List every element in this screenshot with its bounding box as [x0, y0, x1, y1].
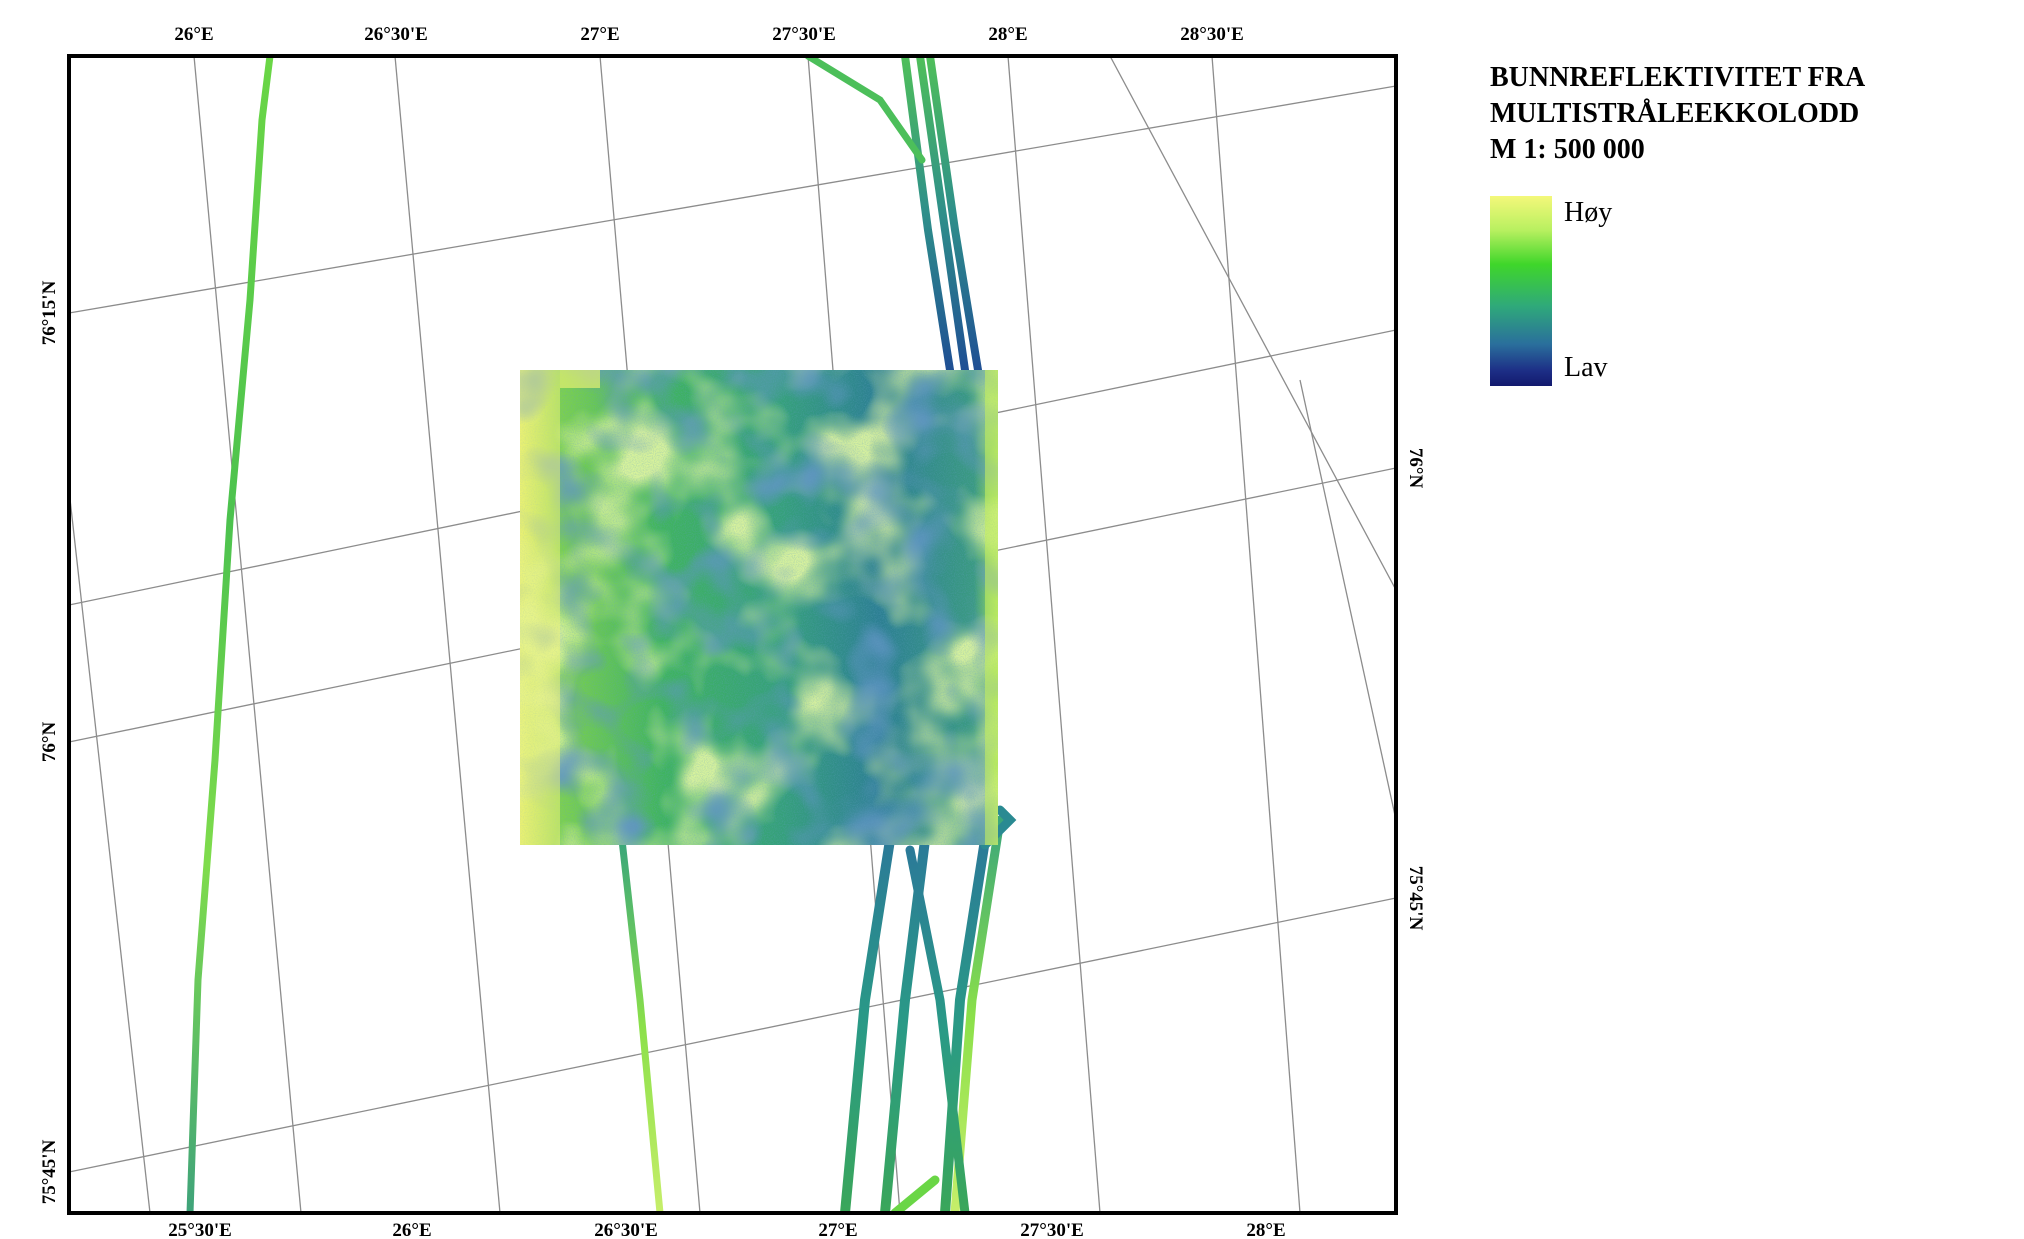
survey-track-s-4 [940, 835, 990, 1213]
legend-title-line: M 1: 500 000 [1490, 134, 1645, 165]
bottom-lon-label: 25°30'E [168, 1220, 232, 1239]
right-lat-label: 75°45'N [1405, 866, 1426, 931]
bottom-lon-label: 26°E [392, 1220, 431, 1239]
bottom-lon-label: 28°E [1246, 1220, 1285, 1239]
bottom-longitude-labels: 25°30'E 26°E 26°30'E 27°E 27°30'E 28°E [168, 1220, 1285, 1239]
legend-color-ramp [1490, 196, 1552, 386]
top-lon-label: 26°30'E [364, 24, 428, 45]
bottom-lon-label: 27°E [818, 1220, 857, 1239]
survey-track-ne-2 [916, 56, 969, 374]
bottom-lon-label: 27°30'E [1020, 1220, 1084, 1239]
top-lon-label: 28°30'E [1180, 24, 1244, 45]
top-longitude-labels: 26°E 26°30'E 27°E 27°30'E 28°E 28°30'E [174, 24, 1243, 45]
top-lon-label: 27°E [580, 24, 619, 45]
survey-track-ne-1 [901, 56, 954, 374]
legend-title: BUNNREFLEKTIVITET FRA MULTISTRÅLEEKKOLOD… [1490, 60, 1865, 168]
survey-track-s-6 [905, 845, 970, 1213]
survey-track-ne-3 [926, 56, 982, 374]
top-lon-label: 27°30'E [772, 24, 836, 45]
left-lat-label: 75°45'N [39, 1139, 60, 1204]
right-lat-label: 76°N [1405, 448, 1426, 489]
legend-low-label: Lav [1564, 352, 1608, 383]
left-latitude-labels: 76°15'N 76°N 75°45'N [39, 280, 60, 1204]
survey-track-west [186, 56, 274, 1213]
left-lat-label: 76°15'N [39, 280, 60, 345]
right-latitude-labels: 76°N 75°45'N [1405, 448, 1426, 931]
bottom-lon-label: 26°30'E [594, 1220, 658, 1239]
map-frame-border [67, 54, 1398, 1215]
left-lat-label: 76°N [39, 722, 60, 763]
survey-tracks [186, 56, 1017, 1213]
survey-track-ne-diag [804, 56, 926, 164]
survey-track-s-1 [618, 836, 664, 1213]
top-lon-label: 26°E [174, 24, 213, 45]
survey-track-s-2 [840, 835, 895, 1213]
legend-title-line: BUNNREFLEKTIVITET FRA [1490, 62, 1866, 93]
legend-title-line: MULTISTRÅLEEKKOLODD [1490, 98, 1860, 129]
top-lon-label: 28°E [988, 24, 1027, 45]
legend-high-label: Høy [1564, 197, 1613, 228]
survey-track-s-short [890, 1175, 940, 1213]
survey-mosaic [520, 370, 998, 845]
